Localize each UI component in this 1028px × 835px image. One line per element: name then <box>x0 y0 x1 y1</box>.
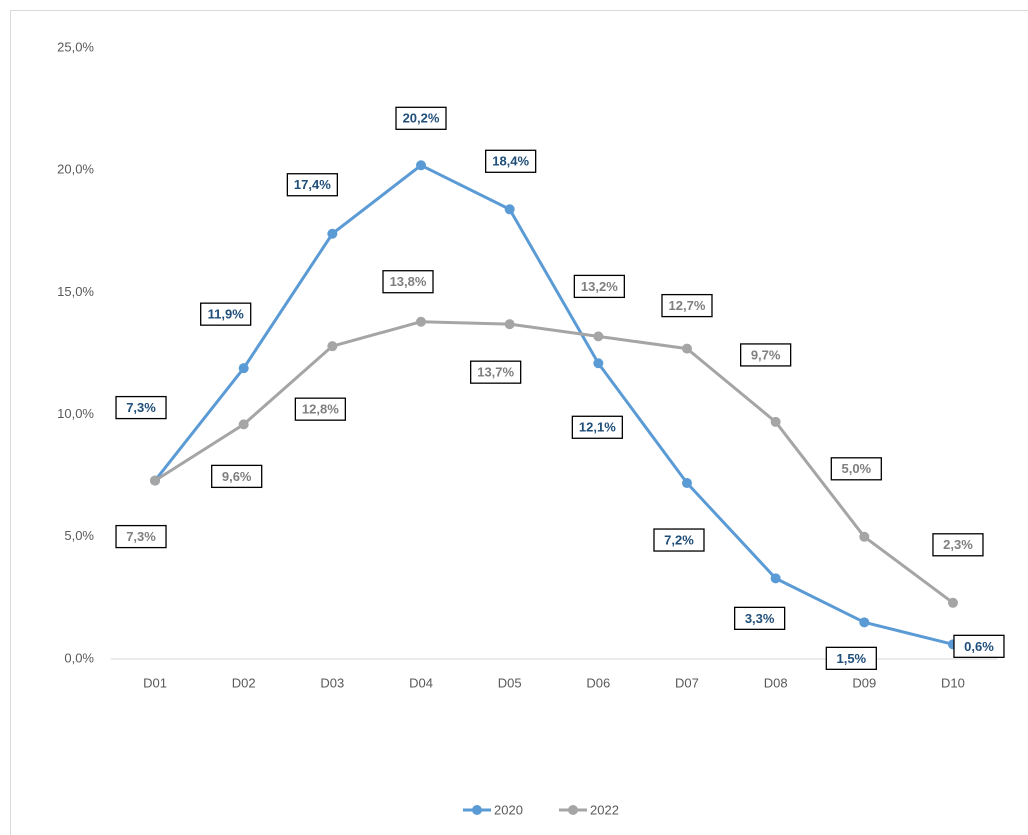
value-label-box <box>734 606 786 630</box>
value-label: 7,3% <box>126 400 156 415</box>
chart-border <box>10 10 1028 835</box>
value-label: 0,6% <box>964 639 994 654</box>
x-tick-label: D03 <box>320 675 344 690</box>
value-label: 12,7% <box>669 298 706 313</box>
y-tick-label: 0,0% <box>64 650 94 665</box>
value-label-box <box>115 395 167 420</box>
value-label-box <box>825 646 877 670</box>
value-label: 13,2% <box>581 279 618 294</box>
y-tick-label: 5,0% <box>64 528 94 543</box>
point <box>859 531 870 542</box>
x-tick-label: D01 <box>143 675 167 690</box>
point <box>504 204 515 215</box>
series-line <box>153 163 954 646</box>
x-tick-label: D02 <box>232 675 256 690</box>
x-tick-label: D05 <box>498 675 522 690</box>
legend-label: 2022 <box>590 802 619 817</box>
point <box>770 416 781 427</box>
value-label-box <box>382 270 434 294</box>
value-label: 12,8% <box>302 402 339 417</box>
legend-marker <box>472 805 482 815</box>
value-label-box <box>115 524 167 549</box>
point <box>327 228 338 239</box>
value-label-box <box>211 464 263 489</box>
point <box>947 597 958 608</box>
value-label-box <box>740 343 792 367</box>
value-label: 9,7% <box>751 347 781 362</box>
value-label-box <box>573 274 625 299</box>
value-label-box <box>485 149 537 173</box>
x-tick-label: D06 <box>586 675 610 690</box>
series-line <box>154 320 954 604</box>
y-tick-label: 10,0% <box>57 406 94 421</box>
point <box>416 160 427 171</box>
point <box>238 363 249 374</box>
x-tick-label: D04 <box>409 675 433 690</box>
value-label-box <box>294 397 347 421</box>
value-label: 3,3% <box>745 611 775 626</box>
value-label-box <box>286 173 339 197</box>
point <box>593 331 604 342</box>
value-label: 5,0% <box>841 461 871 476</box>
point <box>859 617 870 628</box>
value-label-box <box>395 106 447 130</box>
value-label: 7,3% <box>126 529 156 544</box>
point <box>593 358 604 369</box>
point <box>150 475 161 486</box>
x-tick-label: D08 <box>764 675 788 690</box>
value-label: 12,1% <box>579 420 616 435</box>
value-label-box <box>200 302 252 326</box>
value-label-box <box>830 457 882 481</box>
point <box>770 573 781 584</box>
value-label-box <box>571 415 623 439</box>
point <box>238 419 249 430</box>
x-tick-label: D07 <box>675 675 699 690</box>
value-label: 17,4% <box>294 177 331 192</box>
point <box>416 316 427 327</box>
point <box>327 341 338 352</box>
y-tick-label: 15,0% <box>57 284 94 299</box>
value-label: 1,5% <box>836 651 866 666</box>
y-tick-label: 20,0% <box>57 162 94 177</box>
value-label: 20,2% <box>403 111 440 126</box>
value-label: 18,4% <box>492 154 529 169</box>
y-tick-label: 25,0% <box>57 39 94 54</box>
legend-marker <box>568 805 578 815</box>
point <box>504 319 515 330</box>
value-label: 9,6% <box>222 469 252 484</box>
legend-label: 2020 <box>494 802 523 817</box>
value-label-box <box>953 634 1005 658</box>
value-label-box <box>661 293 713 318</box>
point <box>681 343 692 354</box>
value-label-box <box>653 528 705 552</box>
value-label: 13,8% <box>390 274 427 289</box>
value-label-box <box>470 360 522 384</box>
value-label: 11,9% <box>208 307 245 322</box>
point <box>681 478 692 489</box>
value-label: 2,3% <box>943 537 973 552</box>
value-label-box <box>932 533 984 557</box>
x-tick-label: D09 <box>852 675 876 690</box>
value-label: 13,7% <box>477 365 514 380</box>
x-tick-label: D10 <box>941 675 965 690</box>
value-label: 7,2% <box>664 532 694 547</box>
